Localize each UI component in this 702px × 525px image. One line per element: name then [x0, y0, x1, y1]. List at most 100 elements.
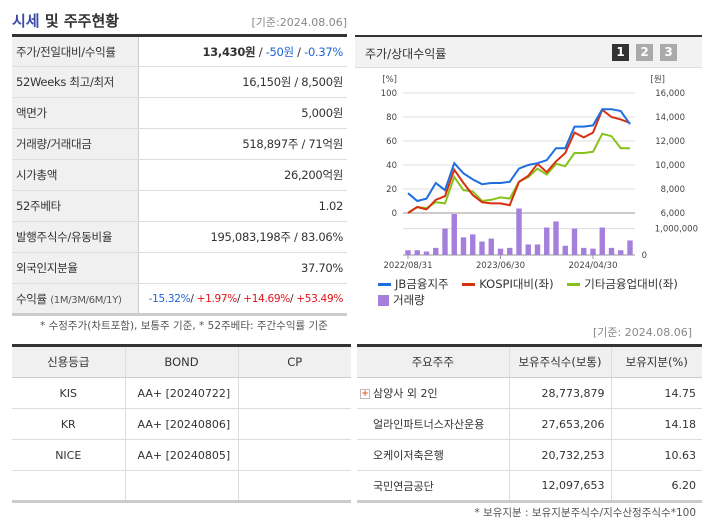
left-unit: [%]	[382, 75, 397, 85]
row-label: 외국인지분율	[12, 252, 139, 284]
volume-bar	[571, 228, 578, 255]
table-row: 시가총액 26,200억원	[12, 159, 347, 191]
holder-name: 오케이저축은행	[357, 439, 510, 471]
row-label: 발행주식수/유동비율	[12, 221, 139, 253]
table-row: 52Weeks 최고/최저 16,150원 / 8,500원	[12, 66, 347, 98]
table-row	[12, 470, 351, 502]
page-button-1[interactable]: 1	[612, 44, 629, 61]
major-shareholders-table: 주요주주 보유주식수(보통) 보유지분(%) + 삼양사 외 2인 28,773,879…	[357, 344, 702, 503]
volume-bar	[451, 214, 457, 255]
legend-item: 기타금융업대비(좌)	[567, 277, 678, 291]
returns: -15.32%/ +1.97%/ +14.69%/ +53.49%	[138, 283, 347, 315]
volume-tick-label: 1,000,000	[655, 225, 698, 235]
holder-name: + 삼양사 외 2인	[357, 377, 510, 409]
volume-bar	[618, 250, 624, 255]
volume-bar	[581, 247, 587, 255]
table-row: 주가/전일대비/수익률 13,430원 / -50원 / -0.37%	[12, 35, 347, 67]
volume-bar	[414, 250, 420, 255]
row-label: 액면가	[12, 97, 139, 129]
volume-bar	[544, 227, 550, 255]
holder-name: 국민연금공단	[357, 470, 510, 502]
legend-swatch	[378, 283, 391, 286]
table-row: 거래량/거래대금 518,897주 / 71억원	[12, 128, 347, 160]
cp-rating	[238, 408, 351, 440]
holder-pct: 6.20	[611, 470, 702, 502]
col-header: 보유주식수(보통)	[509, 345, 612, 378]
x-tick-label: 2022/08/31	[384, 261, 433, 271]
series-line-0	[407, 108, 631, 203]
volume-bar	[479, 241, 485, 255]
volume-bar	[525, 244, 531, 255]
credit-rating-table: 신용등급 BOND CP KIS AA+ [20240722] KR AA+ [20240…	[12, 344, 351, 503]
series-line-2	[407, 132, 630, 214]
label-sub: (1M/3M/6M/1Y)	[50, 294, 122, 306]
table-row: 발행주식수/유동비율 195,083,198주 / 83.06%	[12, 221, 347, 253]
volume-bar	[590, 248, 596, 255]
table-row: 오케이저축은행 20,732,253 10.63	[357, 439, 702, 471]
legend-label: 기타금융업대비(좌)	[584, 277, 678, 291]
table-row: 수익률 (1M/3M/6M/1Y) -15.32%/ +1.97%/ +14.69…	[12, 283, 347, 315]
volume-bar	[423, 251, 430, 255]
agency	[12, 470, 126, 502]
legend-label: JB금융지주	[395, 277, 449, 291]
col-header: 신용등급	[12, 345, 126, 378]
row-value: 5,000원	[138, 97, 347, 129]
left-tick-label: 80	[386, 113, 397, 123]
volume-bar	[488, 238, 494, 255]
volume-bar	[562, 245, 568, 255]
price: 13,430원	[202, 44, 256, 59]
right-tick-label: 10,000	[655, 161, 685, 171]
volume-bar	[470, 234, 476, 255]
right-tick-label: 12,000	[655, 137, 685, 147]
holder-shares: 28,773,879	[509, 377, 612, 409]
legend-swatch	[378, 295, 389, 306]
holder-name-text: 오케이저축은행	[373, 449, 444, 462]
table-header: 주요주주 보유주식수(보통) 보유지분(%)	[357, 345, 702, 378]
holder-pct: 14.18	[611, 408, 702, 440]
chart-header: 주가/상대수익률 1 2 3	[355, 35, 702, 68]
row-label: 주가/전일대비/수익률	[12, 35, 139, 67]
table-row: 국민연금공단 12,097,653 6.20	[357, 470, 702, 502]
row-value: 37.70%	[138, 252, 347, 284]
legend-label: 거래량	[393, 293, 425, 307]
row-label: 52Weeks 최고/최저	[12, 66, 139, 98]
series-line-1	[407, 108, 631, 214]
volume-bar	[627, 240, 633, 255]
left-tick-label: 40	[386, 161, 397, 171]
sep: /	[255, 44, 266, 59]
volume-bar	[442, 228, 448, 255]
volume-bar	[516, 208, 522, 255]
sep: /	[293, 44, 305, 59]
page-button-2[interactable]: 2	[636, 44, 653, 61]
holder-name-text: 얼라인파트너스자산운용	[373, 418, 485, 431]
table-row: 액면가 5,000원	[12, 97, 347, 129]
row-value: 26,200억원	[138, 159, 347, 191]
legend-item: 거래량	[378, 293, 425, 307]
left-tick-label: 0	[392, 209, 397, 219]
legend-item: JB금융지주	[378, 277, 449, 291]
legend-swatch	[567, 283, 581, 286]
page-button-3[interactable]: 3	[660, 44, 677, 61]
agency: NICE	[12, 439, 126, 471]
expand-icon[interactable]: +	[360, 389, 370, 399]
bond-rating	[125, 470, 239, 502]
table-row: 52주베타 1.02	[12, 190, 347, 222]
col-header: CP	[238, 345, 351, 378]
volume-bar	[460, 237, 467, 255]
legend-swatch	[462, 283, 476, 286]
table-row: NICE AA+ [20240805]	[12, 439, 351, 471]
volume-bar	[433, 247, 439, 255]
price-snapshot-table: 주가/전일대비/수익률 13,430원 / -50원 / -0.37% 52Wee…	[12, 34, 347, 316]
volume-bar	[608, 247, 615, 255]
volume-tick-label: 0	[642, 251, 647, 261]
volume-bar	[534, 244, 541, 255]
holder-pct: 10.63	[611, 439, 702, 471]
left-tick-label: 100	[381, 89, 397, 99]
table-row: 얼라인파트너스자산운용 27,653,206 14.18	[357, 408, 702, 440]
holder-pct: 14.75	[611, 377, 702, 409]
return-1y: +53.49%	[296, 292, 343, 305]
bond-rating: AA+ [20240805]	[125, 439, 239, 471]
volume-bar	[599, 227, 605, 255]
cp-rating	[238, 439, 351, 471]
row-label: 52주베타	[12, 190, 139, 222]
